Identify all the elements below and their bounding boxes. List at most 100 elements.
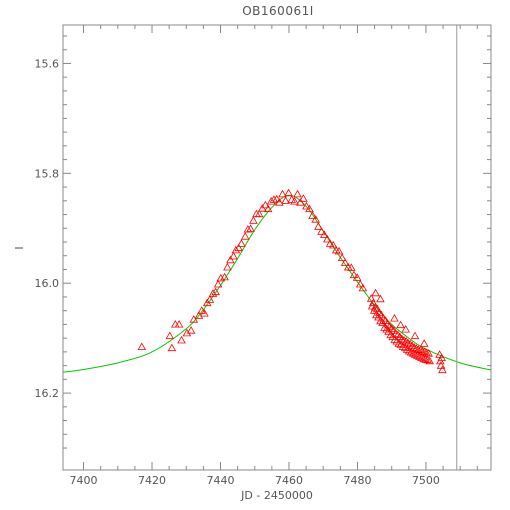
data-point xyxy=(197,306,206,314)
data-point xyxy=(323,234,332,243)
data-point xyxy=(290,196,299,205)
x-axis: 7400 7420 7440 7460 7480 7500 xyxy=(70,25,478,487)
data-point xyxy=(167,343,177,352)
data-point xyxy=(376,316,385,325)
data-point xyxy=(411,350,420,358)
data-point xyxy=(308,211,317,219)
data-point xyxy=(177,335,186,344)
data-point xyxy=(415,352,424,360)
data-point xyxy=(293,189,302,198)
data-point xyxy=(266,196,276,205)
data-point xyxy=(165,331,175,340)
data-point xyxy=(311,215,320,223)
data-point xyxy=(397,334,407,343)
data-point xyxy=(349,270,359,279)
data-point xyxy=(337,253,347,262)
data-point xyxy=(403,338,413,347)
data-point xyxy=(404,346,414,355)
data-point xyxy=(417,353,426,362)
data-point xyxy=(419,354,428,363)
data-point xyxy=(366,294,376,302)
data-point xyxy=(211,287,220,296)
y-tick-label: 15.8 xyxy=(35,167,60,180)
data-point xyxy=(376,294,385,303)
data-point xyxy=(419,339,429,347)
data-point xyxy=(284,188,293,197)
data-point xyxy=(368,298,378,307)
x-tick-label: 7440 xyxy=(207,474,235,487)
data-point xyxy=(358,283,368,292)
data-point xyxy=(189,315,199,323)
data-point xyxy=(302,201,311,210)
data-point xyxy=(226,255,235,264)
x-tick-label: 7460 xyxy=(275,474,303,487)
data-point xyxy=(401,324,410,333)
y-tick-label: 16.2 xyxy=(35,387,60,400)
data-point xyxy=(437,353,446,362)
chart-title: OB160061I xyxy=(242,4,314,18)
data-point xyxy=(407,341,417,349)
data-point xyxy=(278,189,287,198)
x-tick-label: 7480 xyxy=(343,474,371,487)
data-point xyxy=(281,196,290,204)
data-point xyxy=(400,343,410,352)
data-point xyxy=(246,224,255,232)
data-point xyxy=(402,345,412,353)
y-axis: 15.6 15.8 16.0 16.2 xyxy=(35,35,491,449)
data-point xyxy=(424,349,433,357)
data-point xyxy=(314,222,323,230)
x-tick-label: 7400 xyxy=(70,474,98,487)
data-point xyxy=(328,240,338,249)
data-point xyxy=(418,346,427,355)
data-point xyxy=(390,313,399,322)
data-point xyxy=(409,349,418,357)
data-point xyxy=(373,304,382,313)
data-point xyxy=(438,365,447,374)
data-point xyxy=(371,302,380,311)
y-tick-label: 16.0 xyxy=(35,277,60,290)
data-point xyxy=(237,239,246,247)
data-point xyxy=(234,243,243,252)
data-point xyxy=(401,336,411,345)
data-point xyxy=(334,246,344,255)
data-point xyxy=(272,194,281,203)
data-point xyxy=(347,263,356,271)
data-points-layer xyxy=(137,188,447,374)
data-point xyxy=(269,195,279,203)
data-point xyxy=(355,279,365,288)
x-axis-label: JD - 2450000 xyxy=(240,489,313,502)
data-point xyxy=(406,347,416,356)
data-point xyxy=(412,344,421,352)
data-point xyxy=(137,342,147,351)
data-point xyxy=(194,311,204,319)
data-point xyxy=(243,224,253,233)
model-curve xyxy=(62,194,492,373)
data-point xyxy=(299,194,308,202)
data-point xyxy=(223,262,232,271)
data-point xyxy=(352,273,362,281)
data-point xyxy=(387,324,396,332)
data-point xyxy=(425,356,434,365)
data-point xyxy=(413,351,422,359)
data-point xyxy=(249,216,258,224)
data-point xyxy=(422,348,431,357)
data-point xyxy=(340,258,350,267)
data-point xyxy=(391,329,401,337)
data-point xyxy=(231,245,241,254)
x-tick-label: 7420 xyxy=(138,474,166,487)
data-point xyxy=(420,347,429,356)
data-point xyxy=(317,227,326,235)
data-point xyxy=(374,312,383,321)
y-axis-label: I xyxy=(13,246,26,249)
x-tick-label: 7500 xyxy=(412,474,440,487)
y-tick-label: 15.6 xyxy=(35,57,60,70)
data-point xyxy=(421,355,430,363)
data-point xyxy=(414,345,423,353)
data-point xyxy=(275,198,284,206)
data-point xyxy=(423,355,432,364)
data-point xyxy=(305,204,314,213)
data-point xyxy=(398,342,408,351)
data-point xyxy=(396,320,405,329)
